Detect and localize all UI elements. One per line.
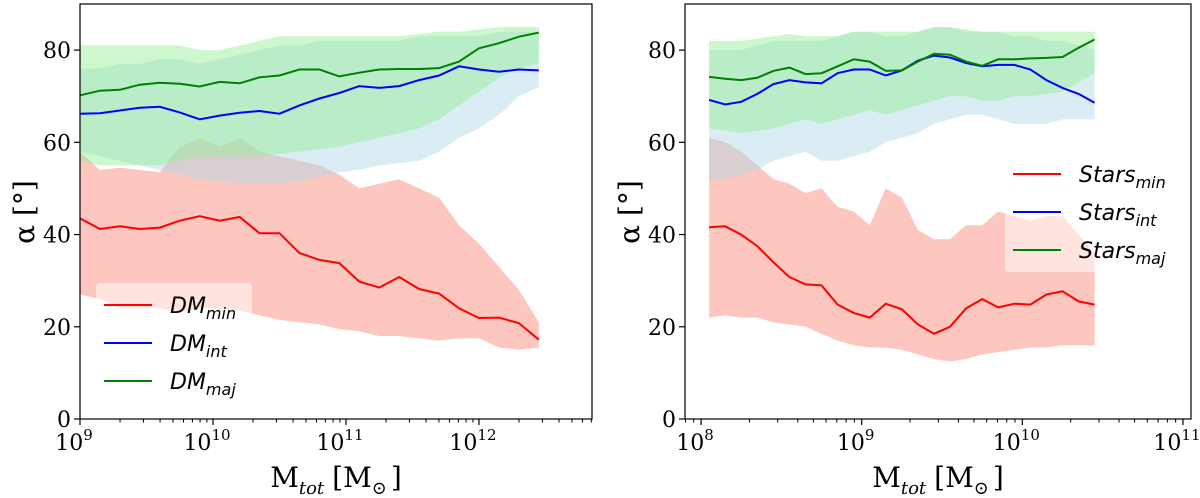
yticks-right: 0 20 40 60 80 (648, 39, 685, 433)
xtick-exp-left-3: 12 (477, 426, 496, 444)
legend-label-left-int: DMint (170, 332, 228, 361)
xtick-label-right-1: 109 (837, 426, 875, 456)
xtick-base-right-0: 10 (676, 431, 704, 456)
xlabel-right: Mtot [M⊙] (872, 461, 1004, 498)
legend-name-right-maj: Stars (1079, 239, 1136, 264)
band-right-min (709, 137, 1095, 362)
xtick-base-left-0: 10 (55, 431, 83, 456)
legend-label-right-min: Starsmin (1079, 163, 1166, 192)
legend-sub-right-min: min (1136, 173, 1166, 192)
xticks-right: 108 109 1010 1011 (676, 419, 1200, 456)
xtick-label-right-3: 1011 (1153, 426, 1200, 456)
legend-sub-left-maj: maj (206, 380, 236, 399)
legend-box-right (1005, 152, 1183, 272)
xtick-base-right-2: 10 (993, 431, 1021, 456)
ytick-label-right-0: 0 (662, 408, 676, 433)
legend-sub-left-min: min (206, 304, 236, 323)
xlabel-right-unit: [M (934, 461, 974, 494)
yticks-left: 0 20 40 60 80 (43, 39, 80, 433)
ytick-label-left-1: 20 (43, 316, 71, 341)
ylabel-left: α [°] (8, 180, 41, 244)
legend-name-right-int: Stars (1079, 201, 1136, 226)
xtick-base-left-2: 10 (316, 431, 344, 456)
legend-name-left-int: DM (170, 332, 206, 357)
band-right-maj (709, 27, 1095, 134)
xtick-exp-left-0: 9 (83, 426, 93, 444)
legend-sub-right-maj: maj (1136, 249, 1166, 268)
legend-sub-right-int: int (1136, 211, 1158, 230)
xtick-exp-right-1: 9 (865, 426, 875, 444)
legend-label-left-maj: DMmaj (170, 370, 236, 399)
legend-label-right-int: Starsint (1079, 201, 1157, 230)
line-right-maj (708, 38, 1096, 82)
xtick-label-right-0: 108 (676, 426, 714, 456)
xlabel-left-close: ] (391, 461, 402, 494)
legend-label-right-maj: Starsmaj (1079, 239, 1166, 268)
xtick-label-right-2: 1010 (993, 426, 1040, 456)
xtick-exp-left-1: 10 (211, 426, 230, 444)
ytick-label-left-3: 60 (43, 131, 71, 156)
legend-name-left-min: DM (170, 294, 206, 319)
legend-name-right-min: Stars (1079, 163, 1136, 188)
line-left-maj (79, 31, 540, 97)
xticks-left: 109 1010 1011 1012 (55, 419, 592, 456)
xlabel-left-unit: [M (332, 461, 372, 494)
xlabel-right-close: ] (993, 461, 1004, 494)
xlabel-right-main: M (872, 461, 901, 494)
xlabel-left-main: M (270, 461, 299, 494)
legend-box-left (96, 283, 252, 407)
xlabel-right-sub: tot (901, 478, 927, 498)
line-left-int (79, 65, 539, 121)
xlabel-left: Mtot [M⊙] (270, 461, 402, 498)
ytick-label-left-4: 80 (43, 39, 71, 64)
legend-sub-left-int: int (206, 342, 228, 361)
ytick-label-left-2: 40 (43, 224, 71, 249)
xtick-exp-right-0: 8 (704, 426, 714, 444)
ytick-label-left-0: 0 (57, 408, 71, 433)
plot-frame-left (79, 3, 593, 420)
ytick-label-right-1: 20 (648, 316, 676, 341)
xlabel-left-sub: tot (299, 478, 325, 498)
xtick-base-left-1: 10 (183, 431, 211, 456)
xtick-base-right-3: 10 (1153, 431, 1181, 456)
xtick-label-left-0: 109 (55, 426, 93, 456)
xtick-exp-right-3: 11 (1181, 426, 1200, 444)
xlabel-right-unit-sub: ⊙ (974, 478, 989, 498)
xlabel-left-unit-sub: ⊙ (372, 478, 387, 498)
line-left-min (79, 215, 540, 341)
legend-label-left-min: DMmin (170, 294, 236, 323)
xtick-exp-left-2: 11 (344, 426, 363, 444)
ytick-label-right-4: 80 (648, 39, 676, 64)
xtick-label-left-3: 1012 (449, 426, 496, 456)
ylabel-right: α [°] (613, 180, 646, 244)
lines-left (79, 31, 540, 341)
lines-right (708, 38, 1096, 335)
xtick-label-left-2: 1011 (316, 426, 363, 456)
xtick-exp-right-2: 10 (1021, 426, 1040, 444)
ytick-label-right-2: 40 (648, 224, 676, 249)
xtick-base-left-3: 10 (449, 431, 477, 456)
legend-name-left-maj: DM (170, 370, 206, 395)
band-left-maj (80, 27, 539, 166)
line-right-min (709, 225, 1095, 335)
xtick-base-right-1: 10 (837, 431, 865, 456)
ytick-label-right-3: 60 (648, 131, 676, 156)
xtick-label-left-1: 1010 (183, 426, 230, 456)
